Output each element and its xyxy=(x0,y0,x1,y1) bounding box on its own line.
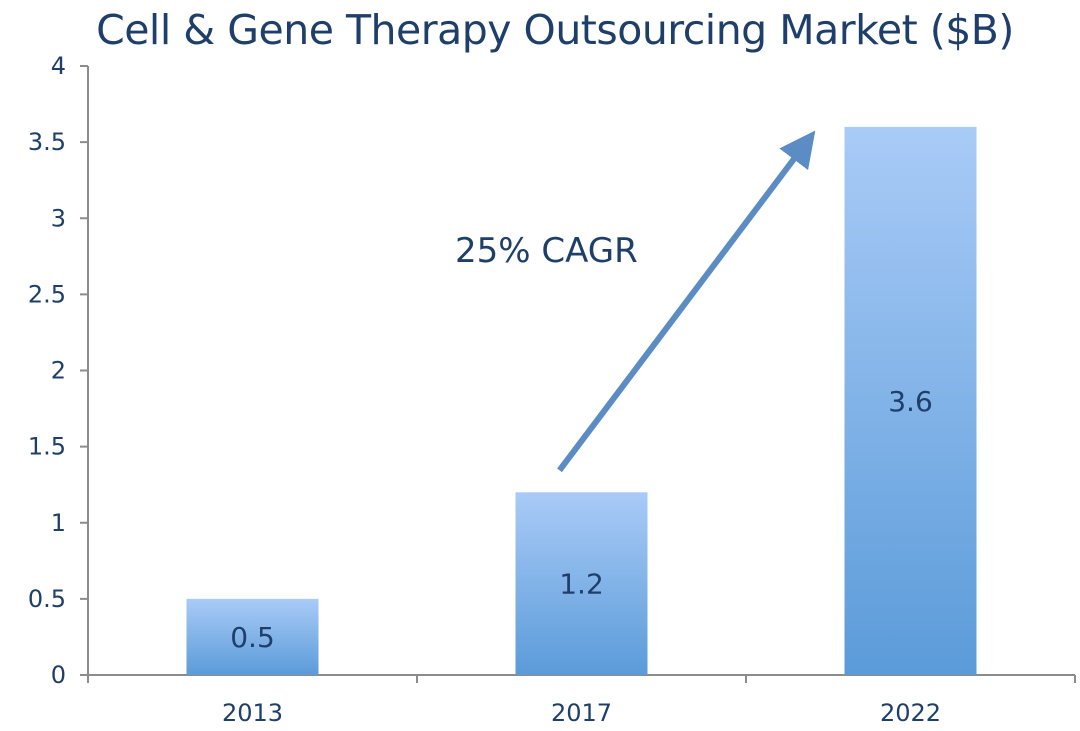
data-label-2022: 3.6 xyxy=(888,385,933,418)
y-tick-label: 1 xyxy=(51,509,66,537)
annotation: 25% CAGR xyxy=(455,130,816,473)
y-tick-label: 3.5 xyxy=(28,128,66,156)
bar-2013 xyxy=(186,598,319,675)
cagr-label: 25% CAGR xyxy=(455,231,638,271)
chart-title: Cell & Gene Therapy Outsourcing Market (… xyxy=(96,6,1014,54)
y-tick-label: 0.5 xyxy=(28,585,66,613)
data-label-2013: 0.5 xyxy=(230,621,275,654)
y-tick-label: 0 xyxy=(51,661,66,689)
y-tick-label: 2 xyxy=(51,357,66,385)
bars xyxy=(186,126,977,675)
bar-2022 xyxy=(844,126,977,675)
y-tick-label: 3 xyxy=(51,204,66,232)
cagr-arrow xyxy=(557,130,816,473)
x-tick-label: 2017 xyxy=(551,699,612,727)
bar-2017 xyxy=(515,492,648,675)
data-labels: 0.5 1.2 3.6 xyxy=(230,385,933,654)
y-tick-label: 1.5 xyxy=(28,433,66,461)
y-tick-label: 2.5 xyxy=(28,280,66,308)
data-label-2017: 1.2 xyxy=(559,568,604,601)
x-tick-label: 2013 xyxy=(222,699,283,727)
y-tick-label: 4 xyxy=(51,52,66,80)
x-tick-label: 2022 xyxy=(880,699,941,727)
